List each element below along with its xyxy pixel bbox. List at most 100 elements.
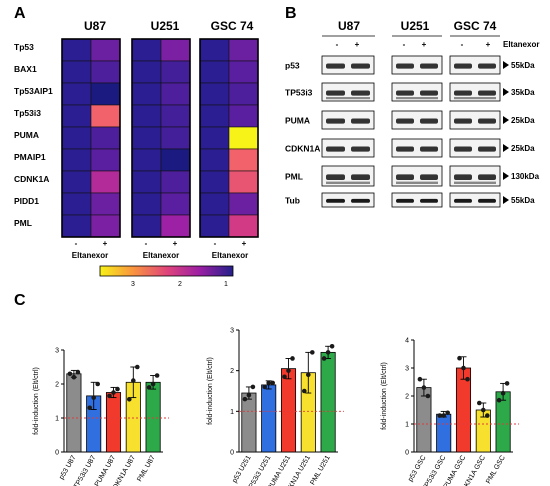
heatmap-cell (61, 104, 92, 128)
y-tick-label: 2 (55, 382, 59, 389)
heatmap-cell (131, 170, 162, 194)
bar (241, 392, 257, 453)
data-point (111, 390, 116, 395)
heatmap-cell (61, 38, 92, 62)
wb-band (326, 174, 345, 180)
wb-size-label: 35kDa (511, 88, 535, 97)
wb-protein-label: PML (285, 172, 303, 182)
data-point (421, 385, 427, 390)
heatmap-xlabel: Eltanexor (212, 251, 248, 260)
data-point (425, 393, 431, 399)
data-point (250, 384, 256, 390)
heatmap-cell (90, 192, 121, 216)
wb-band (454, 97, 496, 100)
wb-band (396, 198, 414, 203)
wb-band (454, 90, 472, 96)
colorbar (99, 265, 234, 277)
heatmap-cell (228, 192, 259, 216)
heatmap-cell (199, 126, 230, 150)
heatmap-cell (90, 170, 121, 194)
wb-blot-frame (391, 55, 443, 75)
data-point (445, 410, 451, 416)
y-tick-label: 2 (405, 394, 409, 401)
wb-blot-frame (449, 55, 501, 75)
wb-band (326, 118, 345, 124)
heatmap-cell (199, 60, 230, 84)
colorbar-tick: 3 (131, 281, 135, 288)
wb-size-arrow-icon (503, 88, 509, 96)
y-tick-label: 0 (230, 450, 234, 457)
wb-size-label: 130kDa (511, 172, 540, 181)
wb-blot-frame (321, 82, 375, 102)
wb-band (326, 97, 370, 100)
wb-blot-frame (321, 110, 375, 130)
wb-band (326, 63, 345, 69)
bar (145, 381, 161, 453)
y-tick-label: 4 (405, 338, 409, 345)
wb-blot-frame (391, 82, 443, 102)
heatmap-block-border (199, 38, 259, 238)
wb-band (351, 118, 370, 124)
treatment-plus-label: + (103, 239, 108, 248)
wb-blot-frame (391, 165, 443, 187)
heatmap-cell (199, 192, 230, 216)
wb-header-u251: U251 (401, 19, 430, 33)
data-point (477, 400, 482, 406)
heatmap-cell (199, 104, 230, 128)
wb-size-arrow-icon (503, 172, 509, 180)
wb-blot-frame (391, 110, 443, 130)
heatmap-cell (61, 148, 92, 172)
heatmap-cell (131, 126, 162, 150)
data-point (242, 396, 248, 402)
wb-size-label: 55kDa (511, 196, 535, 205)
wb-band (396, 90, 414, 96)
heatmap-cell (61, 60, 92, 84)
data-point (75, 369, 81, 375)
data-point (246, 392, 252, 398)
bar (105, 392, 122, 453)
heatmap-block-border (61, 38, 121, 238)
treatment-plus-label: + (486, 40, 491, 49)
x-tick-label: PML U251 (309, 454, 332, 486)
wb-band (396, 146, 414, 152)
wb-band (478, 146, 496, 152)
data-point (481, 407, 486, 413)
heatmap-cell (160, 104, 191, 128)
wb-band (326, 90, 345, 96)
gene-label: Tp53i3 (14, 108, 41, 118)
heatmap-cell (61, 192, 92, 216)
data-point (107, 393, 112, 399)
wb-band (396, 63, 414, 69)
heatmap-xlabel: Eltanexor (143, 251, 179, 260)
wb-band (396, 181, 438, 184)
bar (261, 384, 277, 453)
heatmap-cell (90, 82, 121, 106)
gene-label: PML (14, 218, 32, 228)
data-point (500, 390, 506, 396)
heatmap-cell (199, 170, 230, 194)
gene-label: BAX1 (14, 64, 37, 74)
y-tick-label: 0 (55, 450, 59, 457)
wb-band (396, 97, 438, 100)
treatment-plus-label: + (242, 239, 247, 248)
heatmap-cell (131, 104, 162, 128)
heatmap-cell (160, 38, 191, 62)
data-point (131, 378, 136, 383)
wb-blot-frame (449, 138, 501, 158)
western-blot: p53 55kDa TP53i3 35kDa PUMA 25kDa CDKN1A 25kDa P… (285, 55, 540, 208)
wb-band (351, 174, 370, 180)
heatmap-cell (131, 82, 162, 106)
wb-band (420, 198, 438, 203)
treatment-minus-label: - (75, 239, 78, 248)
x-tick-label: PML GSC (485, 454, 507, 485)
heatmap-cell (160, 60, 191, 84)
wb-protein-label: PUMA (285, 116, 310, 126)
wb-protein-label: p53 (285, 61, 300, 71)
wb-protein-label: TP53i3 (285, 88, 313, 98)
wb-band (351, 198, 370, 203)
